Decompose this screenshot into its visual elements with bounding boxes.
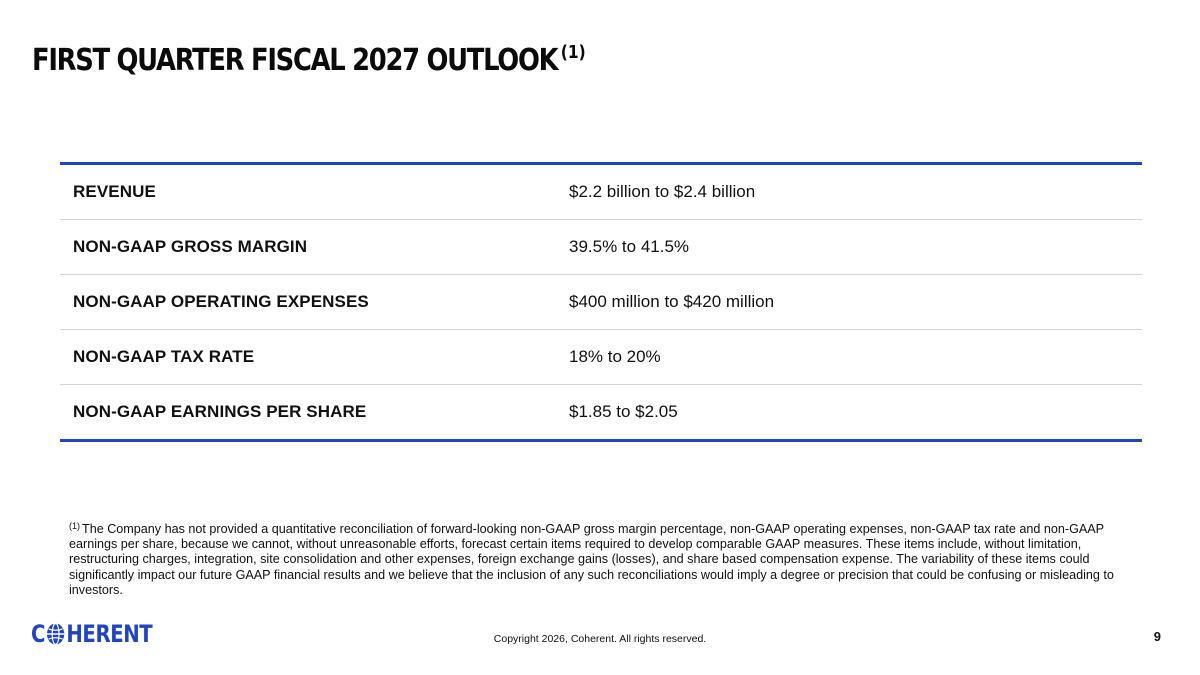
outlook-label: NON-GAAP TAX RATE [73,347,255,366]
outlook-label: NON-GAAP EARNINGS PER SHARE [73,402,367,421]
globe-icon [47,622,65,646]
footnote-marker: (1) [69,521,80,531]
outlook-value: 18% to 20% [569,347,661,366]
outlook-row-gross-margin: NON-GAAP GROSS MARGIN 39.5% to 41.5% [60,220,1142,275]
footnote-text: The Company has not provided a quantitat… [69,522,1114,597]
page-number: 9 [1153,629,1161,644]
copyright-text: Copyright 2026, Coherent. All rights res… [493,633,707,645]
outlook-value: $1.85 to $2.05 [569,402,678,421]
outlook-row-operating-expenses: NON-GAAP OPERATING EXPENSES $400 million… [60,275,1142,330]
footnote: (1) The Company has not provided a quanti… [69,519,1119,598]
outlook-row-eps: NON-GAAP EARNINGS PER SHARE $1.85 to $2.… [60,385,1142,439]
logo-suffix: HERENT [66,620,153,648]
outlook-row-revenue: REVENUE $2.2 billion to $2.4 billion [60,165,1142,220]
outlook-table: REVENUE $2.2 billion to $2.4 billion NON… [60,162,1142,442]
outlook-value: $2.2 billion to $2.4 billion [569,182,756,201]
logo-prefix: C [31,620,46,648]
outlook-label: NON-GAAP GROSS MARGIN [73,237,308,256]
page-title: FIRST QUARTER FISCAL 2027 OUTLOOK (1) [32,42,586,78]
outlook-value: $400 million to $420 million [569,292,775,311]
outlook-label: NON-GAAP OPERATING EXPENSES [73,292,369,311]
outlook-row-tax-rate: NON-GAAP TAX RATE 18% to 20% [60,330,1142,385]
page-title-text: FIRST QUARTER FISCAL 2027 OUTLOOK [32,43,559,78]
coherent-logo: C HERENT [31,620,153,648]
title-footnote-marker: (1) [560,42,586,63]
outlook-label: REVENUE [73,182,156,201]
outlook-value: 39.5% to 41.5% [569,237,690,256]
